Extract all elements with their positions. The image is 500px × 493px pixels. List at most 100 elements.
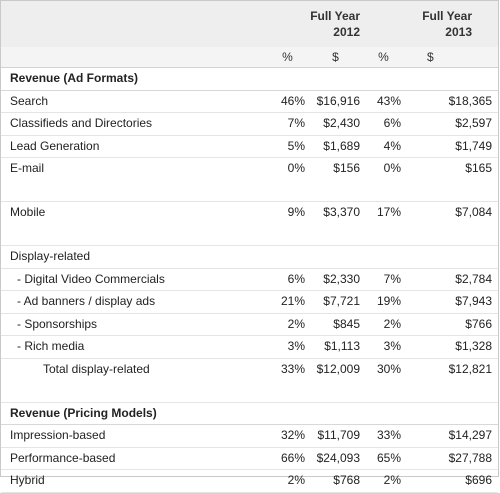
pct-2012-cell: 2% (270, 469, 311, 493)
usd-2013-cell: $766 (407, 313, 498, 336)
usd-2013-cell: $1,749 (407, 135, 498, 158)
usd-2012-cell: $11,709 (311, 424, 366, 448)
section-title: Revenue (Pricing Models) (1, 402, 498, 425)
usd-2012-cell: $2,430 (311, 112, 366, 136)
pct-2012-cell: 7% (270, 112, 311, 136)
unit-blank (1, 47, 270, 68)
pct-2012-cell: 46% (270, 90, 311, 113)
pct-2012-cell: 2% (270, 313, 311, 336)
usd-2013-cell: $165 (465, 161, 492, 175)
table-row: Total display-related 33% $12,009 30% $12,82… (1, 358, 498, 380)
usd-2013-cell: $18,365 (407, 90, 498, 113)
row-label: - Sponsorships (1, 313, 270, 336)
unit-pct-2012: % (270, 47, 311, 68)
pct-2012-cell: 6% (270, 268, 311, 291)
year-header-row: Full Year 2012 Full Year 2013 (1, 1, 498, 47)
table-body: Revenue (Ad Formats) Search 46% $16,916 43% $… (1, 67, 498, 493)
row-label: Lead Generation (1, 135, 270, 158)
usd-2012-cell: $1,689 (311, 135, 366, 158)
table-row: Hybrid 2% $768 2% $696 (1, 469, 498, 493)
pct-2013-cell: 6% (366, 112, 407, 136)
pct-2013-cell: 4% (366, 135, 407, 158)
pct-2012-cell: 5% (270, 135, 311, 158)
row-label: Impression-based (1, 424, 270, 448)
table-row: Impression-based 32% $11,709 33% $14,297 (1, 424, 498, 448)
usd-2013-cell: $2,597 (407, 112, 498, 136)
pct-2013-cell: 19% (366, 290, 407, 314)
spacer-cell (1, 179, 498, 202)
spacer-cell (1, 223, 498, 246)
table-row: Lead Generation 5% $1,689 4% $1,749 (1, 135, 498, 158)
table-row: Classifieds and Directories 7% $2,430 6% $2,… (1, 112, 498, 136)
year-2012-header: Full Year 2012 (270, 1, 366, 47)
table-row: - Sponsorships 2% $845 2% $766 (1, 313, 498, 336)
year-2013-line1: Full Year (422, 9, 472, 23)
pct-2012-cell: 32% (270, 424, 311, 448)
usd-2013-cell (407, 245, 498, 269)
usd-2013-cell: $2,784 (407, 268, 498, 291)
usd-2012-cell: $845 (311, 313, 366, 336)
section-header-row: Revenue (Ad Formats) (1, 67, 498, 91)
row-label: E-mail (10, 161, 45, 175)
pct-2013-cell (366, 245, 407, 269)
usd-2012-cell: $2,330 (311, 268, 366, 291)
table-row: Search 46% $16,916 43% $18,365 (1, 90, 498, 113)
usd-2012-cell (311, 245, 366, 269)
row-label: - Digital Video Commercials (1, 268, 270, 291)
usd-2013-cell: $27,788 (407, 447, 498, 470)
row-label: Total display-related (43, 361, 150, 376)
usd-2012-cell: $7,721 (311, 290, 366, 314)
section-title: Revenue (Ad Formats) (1, 67, 498, 91)
pct-2013-cell: 65% (366, 447, 407, 470)
usd-2012-cell: $16,916 (311, 90, 366, 113)
row-label: Search (1, 90, 270, 113)
usd-2013-cell: $7,943 (407, 290, 498, 314)
year-2012-line1: Full Year (310, 9, 360, 23)
usd-2013-cell: $12,821 (448, 361, 492, 376)
row-label: - Ad banners / display ads (1, 290, 270, 314)
row-label: Display-related (1, 245, 270, 269)
unit-usd-2012: $ (311, 47, 366, 68)
usd-2013-cell: $1,328 (407, 335, 498, 359)
row-label: - Rich media (1, 335, 270, 359)
spacer-row (1, 179, 498, 202)
usd-2012-cell: $156 (333, 161, 360, 175)
pct-2012-cell: 21% (270, 290, 311, 314)
pct-2013-cell: 7% (366, 268, 407, 291)
usd-2013-cell: $7,084 (455, 205, 492, 219)
table-row: Display-related (1, 245, 498, 269)
pct-2013-cell: 2% (366, 313, 407, 336)
pct-2012-cell: 66% (270, 447, 311, 470)
section-header-row: Revenue (Pricing Models) (1, 402, 498, 425)
year-2013-line2: 2013 (445, 25, 472, 39)
year-2012-line2: 2012 (333, 25, 360, 39)
usd-2013-cell: $696 (407, 469, 498, 493)
pct-2012-cell: 9% (287, 205, 305, 219)
pct-2013-cell: 17% (376, 205, 401, 219)
table-row: Mobile 9% $3,370 17% $7,084 (1, 202, 498, 224)
table-row: - Ad banners / display ads 21% $7,721 19% $7… (1, 290, 498, 314)
usd-2012-cell: $768 (311, 469, 366, 493)
usd-2012-cell: $24,093 (311, 447, 366, 470)
row-label: Performance-based (1, 447, 270, 470)
unit-usd-2013: $ (407, 47, 498, 68)
pct-2012-cell (270, 245, 311, 269)
spacer-cell (1, 380, 498, 403)
pct-2013-cell: 30% (376, 361, 401, 376)
row-label: Classifieds and Directories (1, 112, 270, 136)
pct-2013-cell: 0% (383, 161, 401, 175)
usd-2013-cell: $14,297 (407, 424, 498, 448)
pct-2013-cell: 33% (366, 424, 407, 448)
usd-2012-cell: $12,009 (316, 361, 360, 376)
table-row: - Rich media 3% $1,113 3% $1,328 (1, 335, 498, 359)
pct-2013-cell: 43% (366, 90, 407, 113)
table-row: - Digital Video Commercials 6% $2,330 7% $2,… (1, 268, 498, 291)
usd-2012-cell: $1,113 (311, 335, 366, 359)
pct-2012-cell: 3% (270, 335, 311, 359)
row-label: Mobile (10, 205, 46, 219)
table-row: E-mail 0% $156 0% $165 (1, 158, 498, 180)
pct-2012-cell: 33% (280, 361, 305, 376)
header-blank (1, 1, 270, 47)
unit-pct-2013: % (366, 47, 407, 68)
